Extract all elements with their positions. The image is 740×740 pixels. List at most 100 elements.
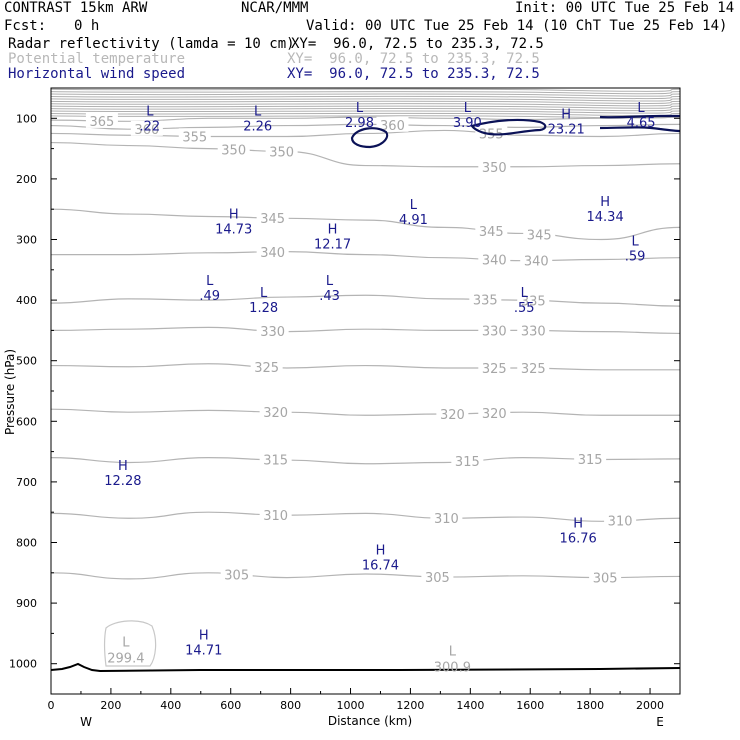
wind-extremum-type: H — [376, 544, 386, 559]
wind-extremum-value: 14.71 — [185, 643, 222, 658]
y-axis-label: Pressure (hPa) — [3, 349, 17, 435]
theta-contour-label: 315 — [455, 455, 480, 470]
wind-extremum-type: L — [631, 235, 639, 250]
field-name-theta: Potential temperature — [8, 51, 186, 67]
model-title: CONTRAST 15km ARW — [4, 0, 148, 16]
theta-contour-label: 315 — [263, 454, 288, 469]
x-tick-label: 1400 — [456, 699, 484, 712]
field-xy-theta: XY= 96.0, 72.5 to 235.3, 72.5 — [287, 51, 540, 67]
contour-label-bg — [475, 223, 508, 239]
theta-contour-label: 345 — [479, 225, 504, 240]
upper-theta-contour — [51, 90, 680, 95]
theta-contour-label: 340 — [524, 255, 549, 270]
y-tick-label: 800 — [16, 537, 37, 550]
contour-label-bg — [520, 252, 553, 268]
theta-extremum-type: L — [122, 636, 130, 651]
y-tick-label: 700 — [16, 476, 37, 489]
theta-contour-315 — [51, 457, 680, 465]
reflectivity-band-3 — [599, 126, 680, 133]
contour-label-bg — [478, 404, 511, 420]
theta-contour-label: 360 — [380, 119, 405, 134]
wind-extremum-type: L — [637, 101, 645, 116]
upper-theta-contour — [51, 88, 680, 92]
contour-label-bg — [478, 158, 511, 174]
contour-label-bg — [265, 143, 298, 159]
theta-contour-325 — [51, 363, 680, 371]
field-xy-reflectivity: XY= 96.0, 72.5 to 235.3, 72.5 — [291, 36, 544, 52]
theta-contour-310 — [51, 511, 680, 522]
wind-extremum-value: 2.98 — [345, 116, 374, 131]
wind-extremum-value: 3.90 — [453, 116, 482, 131]
wind-extremum-type: L — [326, 274, 334, 289]
theta-extremum-value: 299.4 — [107, 652, 144, 667]
theta-contour-label: 320 — [263, 406, 288, 421]
east-end-label: E — [656, 715, 664, 729]
theta-contour-320 — [51, 408, 680, 416]
wind-extremum-type: L — [146, 104, 154, 119]
y-tick-label: 100 — [16, 112, 37, 125]
y-tick-label: 900 — [16, 597, 37, 610]
theta-contour-350 — [51, 141, 680, 168]
contour-label-bg — [259, 403, 292, 419]
contour-label-bg — [250, 358, 283, 374]
y-tick-label: 600 — [16, 415, 37, 428]
contour-label-bg — [259, 506, 292, 522]
wind-extremum-type: L — [260, 286, 268, 301]
upper-theta-contour — [51, 103, 680, 107]
theta-contour-label: 350 — [269, 145, 294, 160]
reflectivity-band-4 — [599, 114, 680, 119]
theta-contour-label: 365 — [90, 115, 115, 130]
contour-label-bg — [469, 291, 502, 307]
plot-frame — [50, 87, 681, 695]
wind-extremum-value: .49 — [199, 289, 220, 304]
forecast-label: Fcst: — [4, 18, 47, 34]
wind-extremum-type: H — [229, 207, 239, 222]
theta-contour-305 — [51, 572, 680, 580]
wind-extremum-type: H — [600, 195, 610, 210]
valid-time: Valid: 00 UTC Tue 25 Feb 14 (10 ChT Tue … — [306, 18, 728, 34]
terrain-surface-line — [51, 662, 680, 673]
wind-extremum-value: 16.74 — [362, 559, 399, 574]
upper-theta-contour — [51, 112, 680, 117]
x-tick-label: 0 — [48, 699, 55, 712]
x-tick-label: 2000 — [636, 699, 664, 712]
theta-contour-label: 350 — [482, 161, 507, 176]
contour-label-bg — [256, 209, 289, 225]
theta-contour-label: 330 — [521, 325, 546, 340]
theta-contour-label: 310 — [263, 509, 288, 524]
theta-contour-label: 355 — [182, 130, 207, 145]
upper-theta-contour — [51, 98, 680, 102]
theta-contour-label: 330 — [482, 324, 507, 339]
contour-label-bg — [130, 120, 163, 136]
contour-label-bg — [517, 360, 550, 376]
theta-contour-label: 340 — [482, 254, 507, 269]
wind-extremum-type: H — [573, 516, 583, 531]
contour-label-bg — [256, 322, 289, 338]
y-tick-label: 500 — [16, 355, 37, 368]
theta-contour-label: 345 — [527, 229, 552, 244]
forecast-hour: 0 h — [74, 18, 100, 34]
theta-contour-330 — [51, 326, 680, 335]
theta-closed-contour-299 — [103, 620, 157, 667]
theta-contour-label: 305 — [593, 572, 618, 587]
field-xy-wind: XY= 96.0, 72.5 to 235.3, 72.5 — [287, 66, 540, 82]
theta-contour-label: 340 — [260, 246, 285, 261]
theta-contour-label: 345 — [260, 212, 285, 227]
wind-extremum-type: L — [254, 104, 262, 119]
contour-label-bg — [376, 116, 409, 132]
contour-label-bg — [259, 451, 292, 467]
theta-contour-label: 315 — [578, 453, 603, 468]
x-tick-label: 1000 — [337, 699, 365, 712]
wind-extremum-value: 16.76 — [560, 531, 597, 546]
west-end-label: W — [80, 715, 92, 729]
theta-contour-label: 325 — [254, 361, 279, 376]
x-tick-label: 1800 — [576, 699, 604, 712]
reflectivity-cell-1 — [350, 127, 389, 149]
wind-extremum-type: L — [521, 286, 529, 301]
x-tick-label: 1600 — [516, 699, 544, 712]
wind-extremum-value: 14.34 — [587, 210, 624, 225]
wind-extremum-value: .55 — [514, 301, 535, 316]
wind-extremum-value: 14.73 — [215, 222, 252, 237]
wind-extremum-value: .59 — [625, 250, 646, 265]
